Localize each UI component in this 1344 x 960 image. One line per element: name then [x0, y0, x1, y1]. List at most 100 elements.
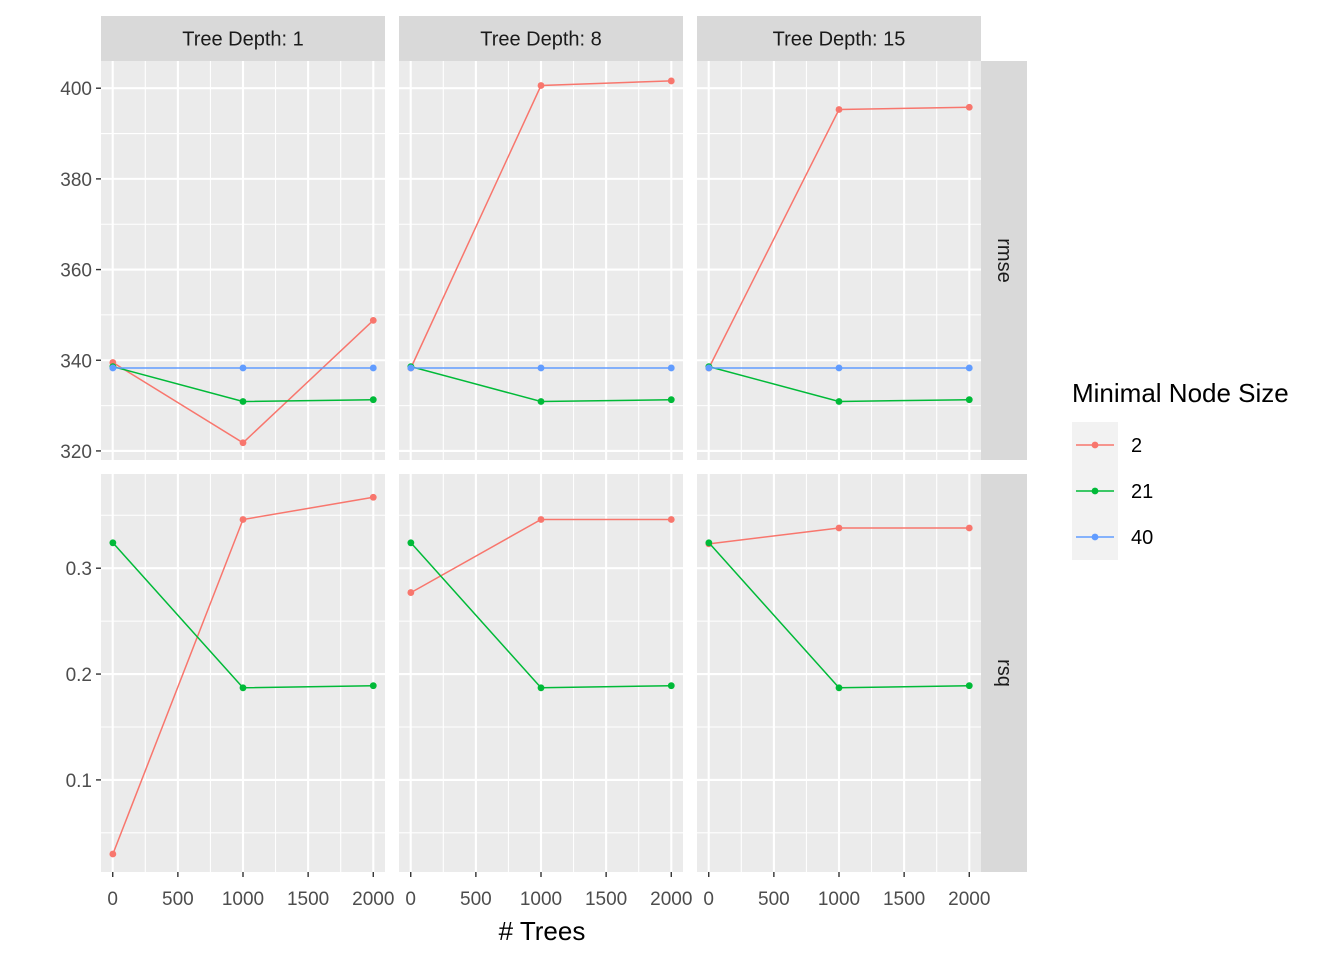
- data-point: [239, 398, 247, 405]
- data-point: [965, 103, 973, 111]
- data-point: [965, 364, 973, 372]
- row-strip: rsq: [981, 474, 1027, 872]
- data-point: [965, 396, 973, 404]
- x-tick-label: 1000: [222, 889, 264, 910]
- data-point: [835, 364, 843, 372]
- panel-series-r0-c0: [109, 316, 377, 447]
- legend-key-point: [1091, 441, 1099, 449]
- data-point: [537, 82, 545, 89]
- y-tick-label: 320: [60, 442, 92, 463]
- x-tick-label: 1000: [818, 889, 860, 910]
- column-strip-background: [399, 16, 683, 61]
- y-tick-label: 400: [60, 79, 92, 100]
- legend-entry: 2: [1072, 422, 1142, 468]
- panels-layer: [101, 61, 981, 872]
- panel-r1-c2: [697, 474, 981, 872]
- x-tick-label: 500: [758, 889, 790, 910]
- data-point: [369, 682, 377, 690]
- data-point: [537, 684, 545, 692]
- column-strip-background: [697, 16, 981, 61]
- row-strip-background: [981, 474, 1027, 872]
- y-tick-label: 360: [60, 261, 92, 282]
- panel-r0-c0: [101, 61, 385, 460]
- panel-r1-c0: [101, 474, 385, 872]
- row-strip-label: rmse: [993, 238, 1015, 282]
- data-point: [835, 524, 843, 532]
- x-tick-label: 1500: [585, 889, 627, 910]
- column-strip: Tree Depth: 8: [399, 16, 683, 61]
- data-point: [407, 539, 415, 547]
- data-point: [239, 364, 247, 372]
- panel-series-r0-c1: [407, 77, 675, 405]
- data-point: [407, 589, 415, 596]
- panel-series-r1-c0: [109, 493, 377, 858]
- data-point: [369, 493, 377, 501]
- panel-r0-c1: [399, 61, 683, 460]
- row-strip-label: rsq: [993, 659, 1015, 687]
- data-point: [239, 439, 247, 447]
- panel-series-r1-c1: [407, 516, 675, 692]
- x-tick-label: 0: [405, 889, 416, 910]
- column-strip: Tree Depth: 15: [697, 16, 981, 61]
- y-tick-label: 380: [60, 170, 92, 191]
- data-point: [667, 77, 675, 85]
- data-point: [667, 682, 675, 690]
- data-point: [537, 516, 545, 523]
- legend-entry-label: 2: [1131, 435, 1142, 457]
- x-tick-label: 1000: [520, 889, 562, 910]
- x-tick-label: 1500: [883, 889, 925, 910]
- x-tick-label: 2000: [352, 889, 394, 910]
- data-point: [369, 396, 377, 404]
- y-tick-label: 0.3: [66, 559, 92, 580]
- x-tick-label: 0: [703, 889, 714, 910]
- x-tick-label: 2000: [948, 889, 990, 910]
- data-point: [239, 516, 247, 523]
- data-point: [109, 539, 117, 547]
- facet-strips-layer: Tree Depth: 1 Tree Depth: 8 Tree Depth: 15…: [101, 16, 1027, 872]
- data-point: [109, 364, 117, 372]
- x-tick-label: 1500: [287, 889, 329, 910]
- legend-title: Minimal Node Size: [1072, 378, 1289, 408]
- legend-entry: 21: [1072, 468, 1153, 514]
- panel-series-r1-c2: [705, 524, 973, 692]
- legend-entry: 40: [1072, 514, 1153, 560]
- x-tick-label: 2000: [650, 889, 692, 910]
- column-strip: Tree Depth: 1: [101, 16, 385, 61]
- data-point: [239, 684, 247, 692]
- data-point: [109, 850, 117, 858]
- legend-key-point: [1091, 533, 1099, 541]
- data-point: [407, 364, 415, 372]
- legend: Minimal Node Size 2 21 40: [1072, 378, 1289, 560]
- data-point: [667, 396, 675, 404]
- y-tick-label: 0.2: [66, 665, 92, 686]
- x-tick-label: 500: [162, 889, 194, 910]
- data-point: [667, 516, 675, 523]
- axes-layer: 320 340 360 380 400 0.1 0.2 0.3 0 500 1000 1500 2000…: [60, 79, 990, 910]
- data-point: [835, 106, 843, 113]
- data-point: [965, 682, 973, 690]
- legend-key-point: [1091, 487, 1099, 495]
- data-point: [537, 364, 545, 372]
- data-point: [705, 364, 713, 372]
- data-point: [369, 364, 377, 372]
- data-point: [537, 398, 545, 405]
- data-point: [369, 316, 377, 324]
- row-strip-background: [981, 61, 1027, 460]
- data-point: [965, 524, 973, 532]
- column-strip-background: [101, 16, 385, 61]
- x-axis-title: # Trees: [499, 916, 586, 946]
- data-point: [705, 539, 713, 547]
- data-point: [835, 398, 843, 405]
- y-tick-label: 0.1: [66, 771, 92, 792]
- panel-r0-c2: [697, 61, 981, 460]
- column-strip-label: Tree Depth: 1: [182, 29, 304, 51]
- data-point: [835, 684, 843, 692]
- x-tick-label: 500: [460, 889, 492, 910]
- panel-r1-c1: [399, 474, 683, 872]
- y-tick-label: 340: [60, 351, 92, 372]
- row-strip: rmse: [981, 61, 1027, 460]
- panel-series-r0-c2: [705, 103, 973, 405]
- column-strip-label: Tree Depth: 15: [773, 29, 906, 51]
- legend-entry-label: 21: [1131, 481, 1153, 503]
